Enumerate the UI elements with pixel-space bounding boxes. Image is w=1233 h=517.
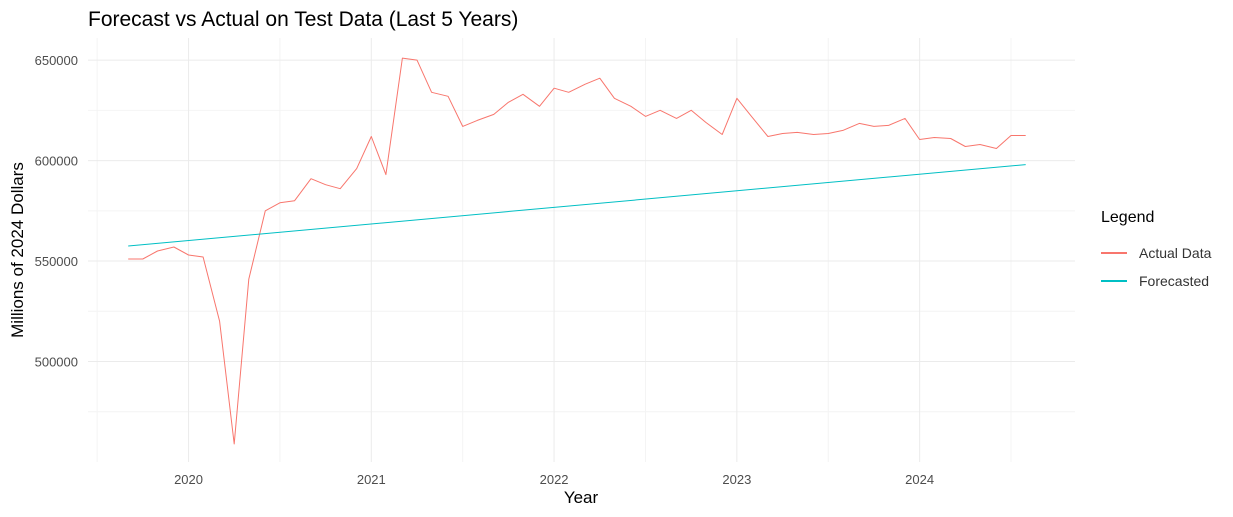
x-axis-label: Year: [563, 488, 599, 507]
x-tick-label: 2020: [174, 472, 203, 487]
series-line-actual-data: [128, 57, 1026, 445]
y-axis-label: Millions of 2024 Dollars: [8, 162, 27, 338]
x-tick-label: 2023: [722, 472, 751, 487]
legend-title: Legend: [1101, 209, 1155, 226]
major-gridlines: [88, 38, 1075, 462]
x-tick-labels: 2020 2021 2022 2023 2024: [174, 472, 934, 487]
legend-item-actual: Actual Data: [1101, 239, 1211, 267]
x-tick-label: 2022: [540, 472, 569, 487]
y-tick-label: 550000: [35, 254, 78, 269]
y-tick-label: 600000: [35, 154, 78, 169]
series-line-forecasted: [128, 164, 1026, 247]
legend-label-actual: Actual Data: [1139, 245, 1212, 261]
y-tick-label: 500000: [35, 355, 78, 370]
minor-gridlines: [88, 38, 1075, 462]
series-lines: [128, 57, 1026, 445]
legend-key-forecasted: [1101, 280, 1127, 282]
y-tick-label: 650000: [35, 53, 78, 68]
x-tick-label: 2024: [905, 472, 934, 487]
legend-label-forecasted: Forecasted: [1139, 273, 1210, 289]
legend-item-forecasted: Forecasted: [1101, 267, 1211, 295]
chart-title: Forecast vs Actual on Test Data (Last 5 …: [88, 8, 519, 31]
x-tick-label: 2021: [357, 472, 386, 487]
legend-key-actual: [1101, 252, 1127, 254]
y-tick-labels: 500000 550000 600000 650000: [35, 53, 78, 369]
legend: Legend Actual Data Forecasted: [1101, 209, 1211, 295]
